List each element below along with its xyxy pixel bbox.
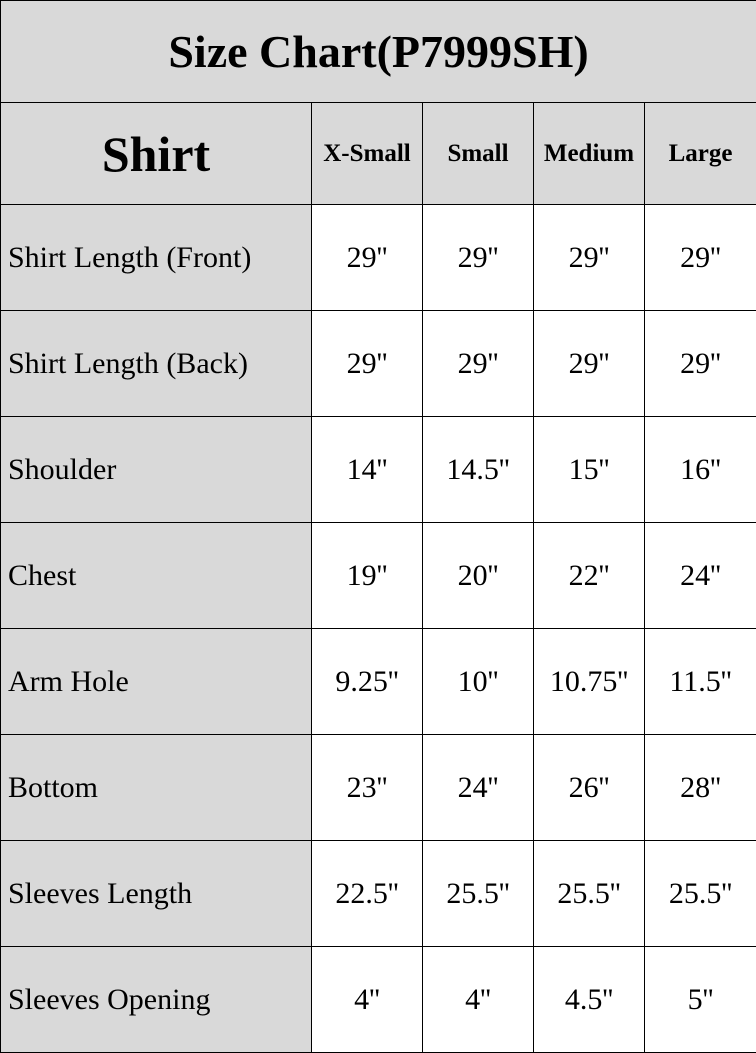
measurement-cell: 19'': [312, 523, 423, 629]
measurement-cell: 29'': [423, 311, 534, 417]
measurement-cell: 16'': [645, 417, 756, 523]
measurement-cell: 28'': [645, 735, 756, 841]
row-label: Arm Hole: [1, 629, 312, 735]
size-header-small: Small: [423, 103, 534, 205]
header-row: Shirt X-Small Small Medium Large: [1, 103, 756, 205]
measurement-cell: 29'': [534, 205, 645, 311]
row-label: Chest: [1, 523, 312, 629]
measurement-cell: 22.5'': [312, 841, 423, 947]
size-header-large: Large: [645, 103, 756, 205]
size-chart-title: Size Chart(P7999SH): [1, 1, 756, 103]
measurement-cell: 24'': [645, 523, 756, 629]
measurement-cell: 26'': [534, 735, 645, 841]
measurement-cell: 25.5'': [645, 841, 756, 947]
size-header-x-small: X-Small: [312, 103, 423, 205]
row-label: Shirt Length (Front): [1, 205, 312, 311]
measurement-cell: 14.5'': [423, 417, 534, 523]
measurement-cell: 29'': [645, 311, 756, 417]
measurement-cell: 4.5'': [534, 947, 645, 1053]
measurement-cell: 29'': [534, 311, 645, 417]
row-label: Shoulder: [1, 417, 312, 523]
size-header-medium: Medium: [534, 103, 645, 205]
section-header: Shirt: [1, 103, 312, 205]
row-label: Shirt Length (Back): [1, 311, 312, 417]
measurement-cell: 5'': [645, 947, 756, 1053]
measurement-cell: 4'': [312, 947, 423, 1053]
measurement-cell: 11.5'': [645, 629, 756, 735]
row-label: Sleeves Length: [1, 841, 312, 947]
measurement-cell: 14'': [312, 417, 423, 523]
measurement-cell: 9.25'': [312, 629, 423, 735]
measurement-cell: 22'': [534, 523, 645, 629]
measurement-cell: 29'': [423, 205, 534, 311]
measurement-cell: 15'': [534, 417, 645, 523]
measurement-cell: 24'': [423, 735, 534, 841]
table-row: Shirt Length (Front)29''29''29''29'': [1, 205, 756, 311]
measurement-cell: 29'': [312, 205, 423, 311]
row-label: Bottom: [1, 735, 312, 841]
measurement-cell: 29'': [312, 311, 423, 417]
row-label: Sleeves Opening: [1, 947, 312, 1053]
measurement-cell: 23'': [312, 735, 423, 841]
measurement-cell: 20'': [423, 523, 534, 629]
measurement-cell: 10.75'': [534, 629, 645, 735]
measurement-cell: 4'': [423, 947, 534, 1053]
measurement-cell: 10'': [423, 629, 534, 735]
table-row: Shirt Length (Back)29''29''29''29'': [1, 311, 756, 417]
measurement-cell: 29'': [645, 205, 756, 311]
measurement-cell: 25.5'': [534, 841, 645, 947]
measurement-cell: 25.5'': [423, 841, 534, 947]
